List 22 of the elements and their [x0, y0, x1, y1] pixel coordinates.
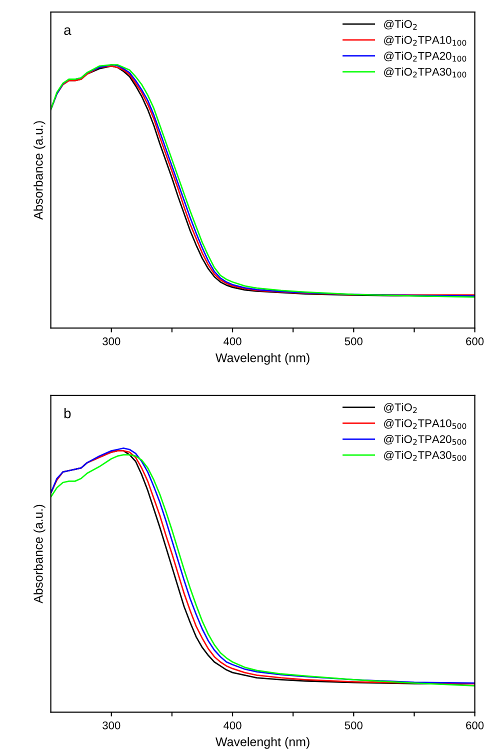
text: a: [64, 27, 72, 35]
x-tick-label: 400: [224, 721, 242, 730]
x-axis-title: Wavelenght (nm): [216, 353, 310, 365]
x-tick-label: 600: [466, 337, 484, 346]
legend-label: @TiO$_{2}$: [384, 403, 417, 413]
legend-label: @TiO$_{2}$TPA20$_{100}$: [384, 52, 466, 62]
x-tick-label: 400: [224, 337, 242, 346]
legend-label: @TiO$_{2}$TPA30$_{100}$: [384, 68, 466, 78]
text: b: [64, 408, 71, 418]
x-tick-label: 500: [344, 337, 362, 346]
x-tick-label: 300: [102, 721, 120, 730]
x-axis-title: Wavelenght (nm): [216, 737, 310, 749]
x-tick-label: 600: [466, 721, 484, 730]
x-tick-label: 300: [102, 337, 120, 346]
legend-label: @TiO$_{2}$: [384, 20, 417, 30]
y-axis-title: Absorbance (a.u.): [34, 121, 46, 220]
legend-label: @TiO$_{2}$TPA20$_{500}$: [384, 434, 466, 445]
legend-label: @TiO$_{2}$TPA30$_{500}$: [384, 450, 466, 461]
legend-label: @TiO$_{2}$TPA10$_{100}$: [384, 36, 466, 46]
legend-label: @TiO$_{2}$TPA10$_{500}$: [384, 419, 466, 430]
y-axis-title: Absorbance (a.u.): [34, 504, 46, 604]
x-tick-label: 500: [344, 721, 362, 730]
